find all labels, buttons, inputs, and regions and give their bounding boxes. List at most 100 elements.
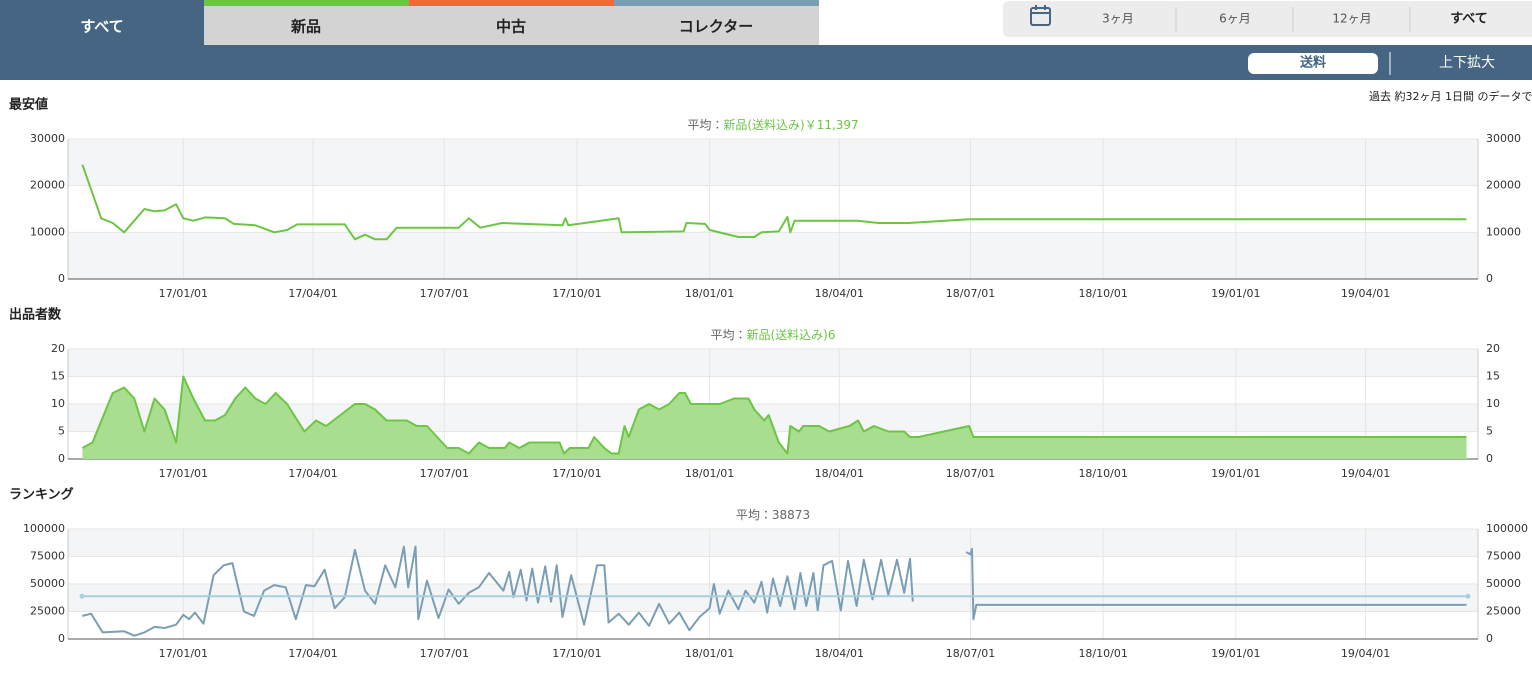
x-tick-label: 18/01/01 [685, 647, 734, 660]
button-label[interactable]: 上下拡大 [1439, 55, 1495, 71]
x-tick-label: 17/07/01 [420, 287, 469, 300]
y2-tick-label: 5 [1486, 425, 1493, 438]
tab[interactable]: コレクター [679, 18, 753, 36]
average-end [1465, 593, 1471, 599]
x-tick-label: 17/04/01 [288, 647, 337, 660]
y-tick-label: 100000 [23, 522, 65, 535]
tab-accent [409, 0, 614, 6]
x-tick-label: 19/01/01 [1211, 647, 1260, 660]
y2-tick-label: 15 [1486, 370, 1500, 383]
average-prefix: 平均： [687, 118, 723, 132]
shipping-button[interactable] [1248, 53, 1378, 74]
range-option[interactable]: 3ヶ月 [1102, 12, 1134, 26]
button-label[interactable]: 送料 [1300, 55, 1326, 71]
y-tick-label: 0 [58, 272, 65, 285]
plot-band [68, 139, 1478, 186]
y-tick-label: 0 [58, 632, 65, 645]
x-tick-label: 17/01/01 [159, 467, 208, 480]
y-tick-label: 30000 [30, 132, 65, 145]
chart-title: ランキング [9, 487, 74, 503]
x-tick-label: 19/04/01 [1341, 647, 1390, 660]
x-tick-label: 18/01/01 [685, 467, 734, 480]
x-tick-label: 17/07/01 [420, 467, 469, 480]
y-tick-label: 10000 [30, 225, 65, 238]
x-tick-label: 19/01/01 [1211, 287, 1260, 300]
x-tick-label: 19/04/01 [1341, 467, 1390, 480]
tab-accent [614, 0, 819, 6]
range-option[interactable]: 12ヶ月 [1332, 12, 1371, 26]
y-tick-label: 0 [58, 452, 65, 465]
x-tick-label: 18/04/01 [815, 647, 864, 660]
y2-tick-label: 25000 [1486, 605, 1521, 618]
y-tick-label: 75000 [30, 550, 65, 563]
x-tick-label: 17/10/01 [552, 647, 601, 660]
x-tick-label: 17/10/01 [552, 467, 601, 480]
x-tick-label: 17/01/01 [159, 647, 208, 660]
y2-tick-label: 100000 [1486, 522, 1528, 535]
y2-tick-label: 0 [1486, 632, 1493, 645]
x-tick-label: 17/10/01 [552, 287, 601, 300]
x-tick-label: 17/07/01 [420, 647, 469, 660]
x-tick-label: 18/04/01 [815, 467, 864, 480]
y2-tick-label: 50000 [1486, 577, 1521, 590]
y-tick-label: 50000 [30, 577, 65, 590]
tab[interactable]: 中古 [496, 18, 526, 36]
tab-accent [204, 0, 409, 6]
line [81, 164, 1467, 241]
plot-band [68, 584, 1478, 612]
plot-band [68, 529, 1478, 557]
average-end [79, 593, 85, 599]
x-tick-label: 18/10/01 [1078, 467, 1127, 480]
y-tick-label: 5 [58, 425, 65, 438]
y-tick-label: 25000 [30, 605, 65, 618]
average-text: 38873 [772, 508, 810, 522]
range-option[interactable]: すべて [1450, 12, 1488, 27]
range-box [1003, 1, 1532, 37]
chart-subtitle: 平均：38873 [736, 508, 810, 522]
area [82, 376, 1467, 459]
x-tick-label: 17/04/01 [288, 287, 337, 300]
average-prefix: 平均： [710, 328, 746, 342]
y2-tick-label: 0 [1486, 452, 1493, 465]
y-tick-label: 20000 [30, 179, 65, 192]
y2-tick-label: 20000 [1486, 179, 1521, 192]
x-tick-label: 19/01/01 [1211, 467, 1260, 480]
y-tick-label: 20 [51, 342, 65, 355]
y2-tick-label: 10000 [1486, 225, 1521, 238]
x-tick-label: 19/04/01 [1341, 287, 1390, 300]
chart-title: 出品者数 [9, 307, 62, 323]
chart-title: 最安値 [9, 97, 48, 113]
line [81, 375, 1467, 455]
tab[interactable]: 新品 [290, 18, 321, 36]
period-note: 過去 約32ヶ月 1日間 のデータで [1369, 89, 1532, 103]
x-tick-label: 17/01/01 [159, 287, 208, 300]
x-tick-label: 18/01/01 [685, 287, 734, 300]
x-tick-label: 17/04/01 [288, 467, 337, 480]
plot-band [68, 232, 1478, 279]
chart-subtitle: 平均：新品(送料込み)￥11,397 [687, 117, 858, 132]
average-prefix: 平均： [736, 508, 772, 522]
y2-tick-label: 30000 [1486, 132, 1521, 145]
y2-tick-label: 20 [1486, 342, 1500, 355]
x-tick-label: 18/07/01 [946, 467, 995, 480]
y2-tick-label: 0 [1486, 272, 1493, 285]
average-text: 新品(送料込み)6 [747, 327, 836, 342]
tab[interactable]: すべて [80, 18, 123, 36]
calendar-icon[interactable] [1030, 5, 1051, 26]
y-tick-label: 15 [51, 370, 65, 383]
x-tick-label: 18/07/01 [946, 287, 995, 300]
y-tick-label: 10 [51, 397, 65, 410]
plot-band [68, 349, 1478, 377]
y2-tick-label: 75000 [1486, 550, 1521, 563]
line [82, 545, 1467, 637]
x-tick-label: 18/10/01 [1078, 647, 1127, 660]
y2-tick-label: 10 [1486, 397, 1500, 410]
range-option[interactable]: 6ヶ月 [1219, 12, 1251, 26]
tab-strip [204, 0, 819, 45]
chart-subtitle: 平均：新品(送料込み)6 [710, 327, 835, 342]
